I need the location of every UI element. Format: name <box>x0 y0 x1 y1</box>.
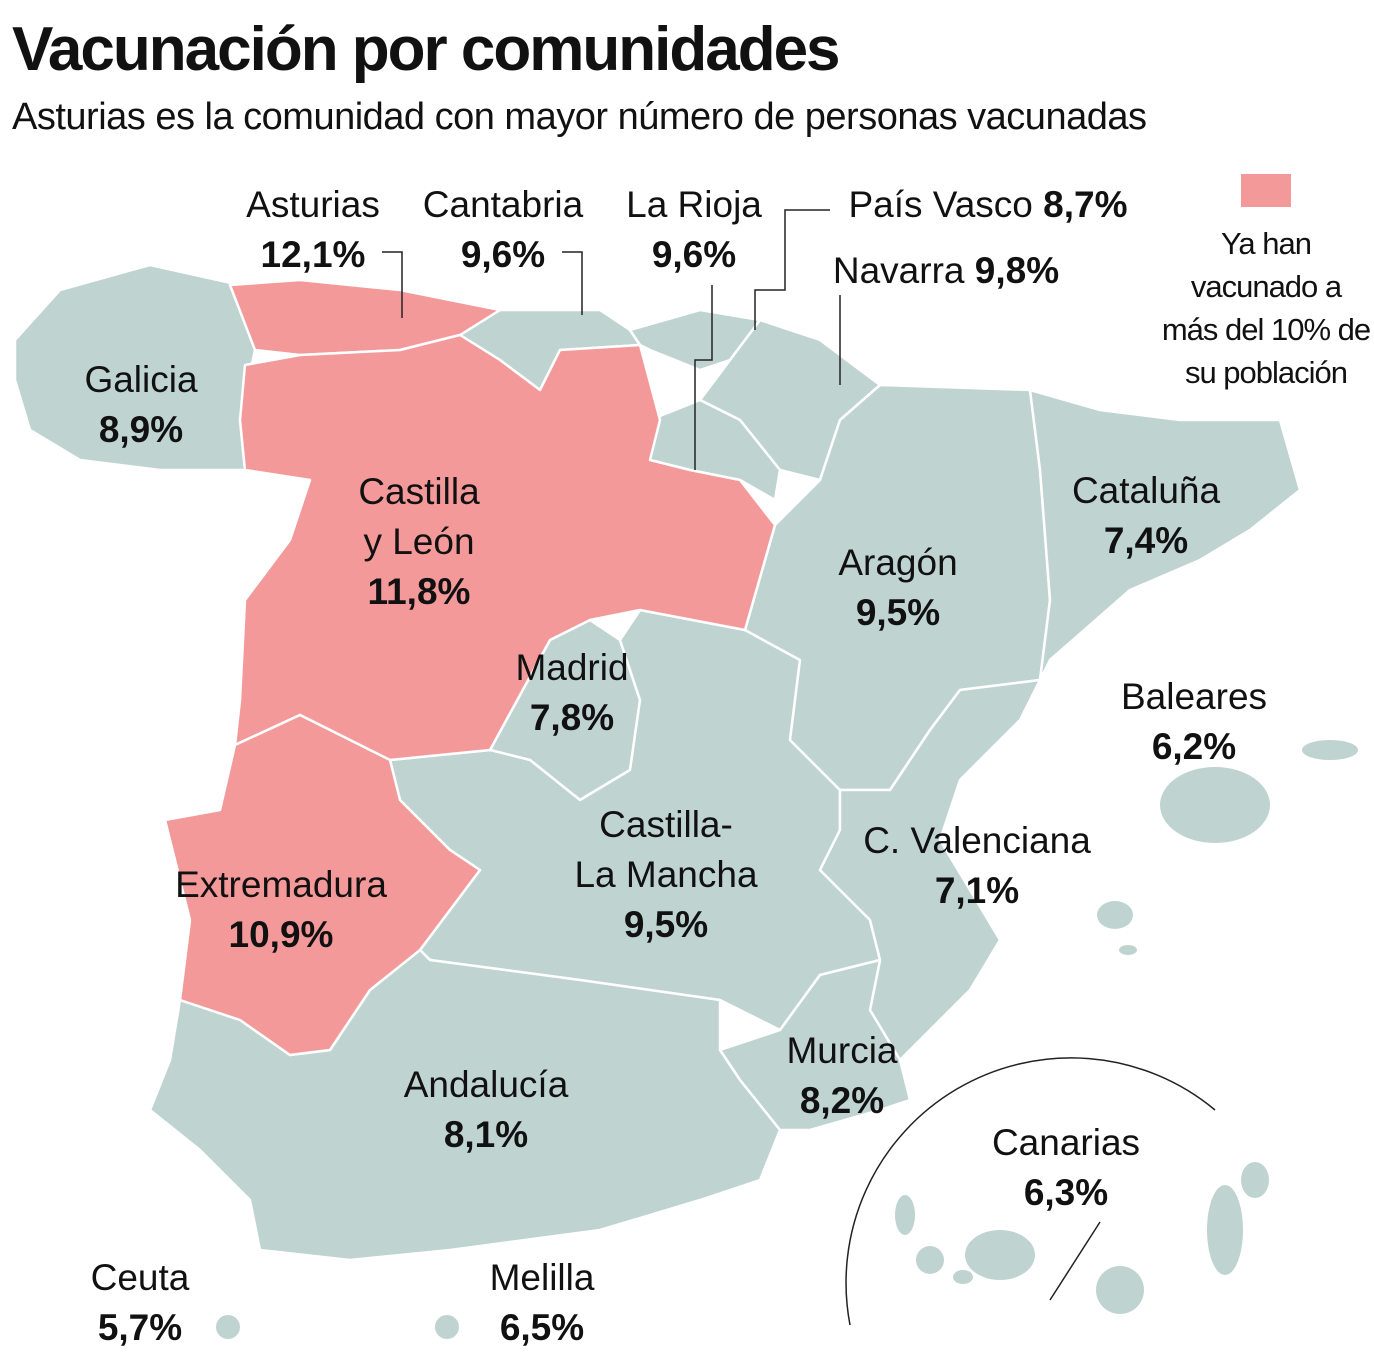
region-name: Navarra <box>832 250 965 291</box>
label-navarra: Navarra 9,8% <box>833 246 1059 296</box>
region-name: y León <box>363 521 475 562</box>
region-name: Cataluña <box>1071 470 1221 511</box>
label-madrid: Madrid 7,8% <box>515 643 628 743</box>
region-baleares <box>1097 740 1358 955</box>
region-name: Ceuta <box>90 1257 190 1298</box>
legend-line: su población <box>1184 355 1348 390</box>
canarias-inset-arc <box>845 1057 1216 1326</box>
label-extremadura: Extremadura 10,9% <box>175 860 387 960</box>
region-value: 9,6% <box>460 234 546 275</box>
region-value: 8,7% <box>1043 184 1128 225</box>
region-name: Madrid <box>515 647 629 688</box>
label-cataluna: Cataluña 7,4% <box>1072 466 1220 566</box>
leader-lines <box>382 209 1216 1326</box>
region-name: Castilla- <box>599 804 733 845</box>
label-c-valenciana: C. Valenciana 7,1% <box>863 816 1091 916</box>
region-value: 7,8% <box>529 697 615 738</box>
region-name: País Vasco <box>848 184 1033 225</box>
region-value: 7,4% <box>1103 520 1189 561</box>
label-baleares: Baleares 6,2% <box>1121 672 1267 772</box>
label-castilla-y-leon: Castilla y León 11,8% <box>358 467 479 617</box>
region-value: 6,5% <box>499 1307 585 1348</box>
region-extremadura <box>163 713 482 1057</box>
region-pais-vasco <box>628 308 762 372</box>
label-castilla-la-mancha: Castilla- La Mancha 9,5% <box>574 800 757 950</box>
legend-line: Ya han <box>1221 226 1312 261</box>
region-name: Melilla <box>489 1257 595 1298</box>
label-aragon: Aragón 9,5% <box>838 538 957 638</box>
label-pais-vasco: País Vasco 8,7% <box>848 180 1127 230</box>
region-canarias <box>895 1162 1269 1314</box>
region-value: 9,5% <box>623 904 709 945</box>
label-ceuta: Ceuta 5,7% <box>91 1253 190 1353</box>
label-cantabria: Cantabria 9,6% <box>423 180 583 280</box>
region-value: 11,8% <box>367 571 471 612</box>
region-name: Galicia <box>84 359 198 400</box>
region-name: Canarias <box>991 1122 1141 1163</box>
legend-line: vacunado a <box>1190 269 1342 304</box>
region-value: 8,1% <box>443 1114 529 1155</box>
page-subtitle: Asturias es la comunidad con mayor númer… <box>12 96 1147 138</box>
label-asturias: Asturias 12,1% <box>246 180 380 280</box>
region-value: 6,3% <box>1023 1172 1109 1213</box>
region-value: 5,7% <box>97 1307 183 1348</box>
region-value: 8,2% <box>799 1080 885 1121</box>
region-value: 9,5% <box>855 592 941 633</box>
region-name: Baleares <box>1120 676 1268 717</box>
region-name: Castilla <box>358 471 480 512</box>
region-name: Andalucía <box>403 1064 569 1105</box>
region-value: 8,9% <box>98 409 184 450</box>
region-melilla <box>435 1315 459 1339</box>
label-andalucia: Andalucía 8,1% <box>404 1060 569 1160</box>
label-canarias: Canarias 6,3% <box>992 1118 1140 1218</box>
legend-line: más del 10% de <box>1161 312 1371 347</box>
label-melilla: Melilla 6,5% <box>490 1253 595 1353</box>
label-murcia: Murcia 8,2% <box>786 1026 897 1126</box>
legend-text: Ya han vacunado a más del 10% de su pobl… <box>1161 222 1371 394</box>
region-name: La Rioja <box>626 184 762 225</box>
region-value: 10,9% <box>228 914 334 955</box>
region-ceuta <box>216 1315 240 1339</box>
region-value: 6,2% <box>1151 726 1237 767</box>
region-name: Murcia <box>786 1030 898 1071</box>
region-name: Cantabria <box>422 184 584 225</box>
region-castilla-y-leon <box>233 333 777 762</box>
region-name: Extremadura <box>175 864 387 905</box>
page-title: Vacunación por comunidades <box>12 15 841 84</box>
region-value: 9,8% <box>974 250 1060 291</box>
region-name: C. Valenciana <box>863 820 1091 861</box>
region-cataluna <box>1028 388 1302 682</box>
region-name: Aragón <box>838 542 958 583</box>
region-value: 9,6% <box>651 234 737 275</box>
region-value: 7,1% <box>934 870 1020 911</box>
region-name: Asturias <box>246 184 380 225</box>
label-galicia: Galicia 8,9% <box>84 355 197 455</box>
label-la-rioja: La Rioja 9,6% <box>626 180 762 280</box>
region-name: La Mancha <box>574 854 758 895</box>
legend-swatch <box>1241 174 1291 207</box>
region-value: 12,1% <box>260 234 366 275</box>
